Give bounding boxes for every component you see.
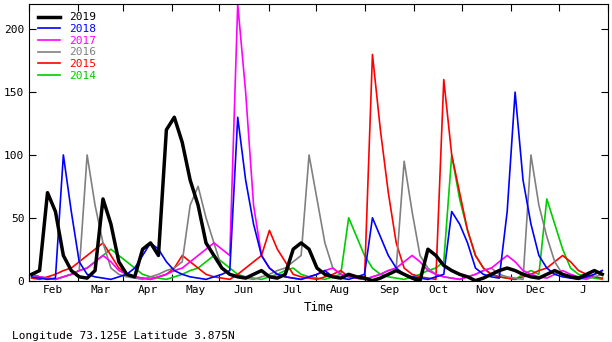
2019 — [226, 272, 233, 276]
Line: 2019: 2019 — [32, 117, 602, 281]
2016 — [559, 272, 566, 276]
Line: 2017: 2017 — [32, 4, 602, 279]
2018 — [163, 260, 170, 264]
2014 — [559, 247, 566, 251]
Line: 2018: 2018 — [32, 92, 602, 279]
2019 — [321, 272, 329, 276]
2015 — [559, 253, 566, 258]
2018 — [226, 268, 233, 273]
X-axis label: Time: Time — [304, 301, 334, 314]
Legend: 2019, 2018, 2017, 2016, 2015, 2014: 2019, 2018, 2017, 2016, 2015, 2014 — [38, 13, 96, 81]
2014 — [599, 277, 606, 281]
2015 — [369, 52, 376, 56]
2019 — [536, 276, 543, 280]
2015 — [28, 276, 35, 280]
2019 — [369, 279, 376, 283]
2016 — [329, 266, 337, 270]
2014 — [448, 153, 455, 157]
2014 — [226, 266, 233, 270]
2015 — [536, 268, 543, 273]
2017 — [520, 268, 527, 273]
2018 — [520, 178, 527, 182]
2014 — [520, 272, 527, 276]
2016 — [536, 203, 543, 207]
2018 — [44, 277, 51, 281]
2015 — [599, 276, 606, 280]
2014 — [28, 272, 35, 276]
2017 — [234, 2, 241, 6]
2018 — [512, 90, 519, 94]
2017 — [536, 275, 543, 279]
2014 — [321, 277, 329, 281]
2016 — [52, 277, 59, 281]
2017 — [599, 268, 606, 273]
2016 — [83, 153, 91, 157]
2018 — [321, 268, 329, 273]
2016 — [520, 277, 527, 281]
2017 — [28, 272, 35, 276]
2018 — [536, 253, 543, 258]
2015 — [226, 277, 233, 281]
2019 — [155, 253, 162, 258]
Line: 2015: 2015 — [32, 54, 602, 279]
2016 — [599, 272, 606, 276]
2015 — [321, 275, 329, 279]
2014 — [163, 277, 170, 281]
2017 — [163, 272, 170, 276]
2018 — [559, 275, 566, 279]
Line: 2016: 2016 — [32, 155, 602, 279]
2017 — [52, 277, 59, 281]
2018 — [28, 275, 35, 279]
2019 — [520, 272, 527, 276]
2014 — [52, 277, 59, 281]
2014 — [536, 272, 543, 276]
2017 — [329, 266, 337, 270]
2018 — [599, 268, 606, 273]
2015 — [520, 275, 527, 279]
2016 — [171, 266, 178, 270]
Text: Longitude 73.125E Latitude 3.875N: Longitude 73.125E Latitude 3.875N — [12, 331, 235, 341]
2015 — [36, 277, 43, 281]
2019 — [171, 115, 178, 119]
2019 — [599, 272, 606, 276]
Line: 2014: 2014 — [32, 155, 602, 279]
2019 — [28, 272, 35, 276]
2017 — [226, 253, 233, 258]
2017 — [559, 268, 566, 273]
2016 — [28, 272, 35, 276]
2016 — [234, 275, 241, 279]
2019 — [559, 272, 566, 276]
2015 — [163, 272, 170, 276]
